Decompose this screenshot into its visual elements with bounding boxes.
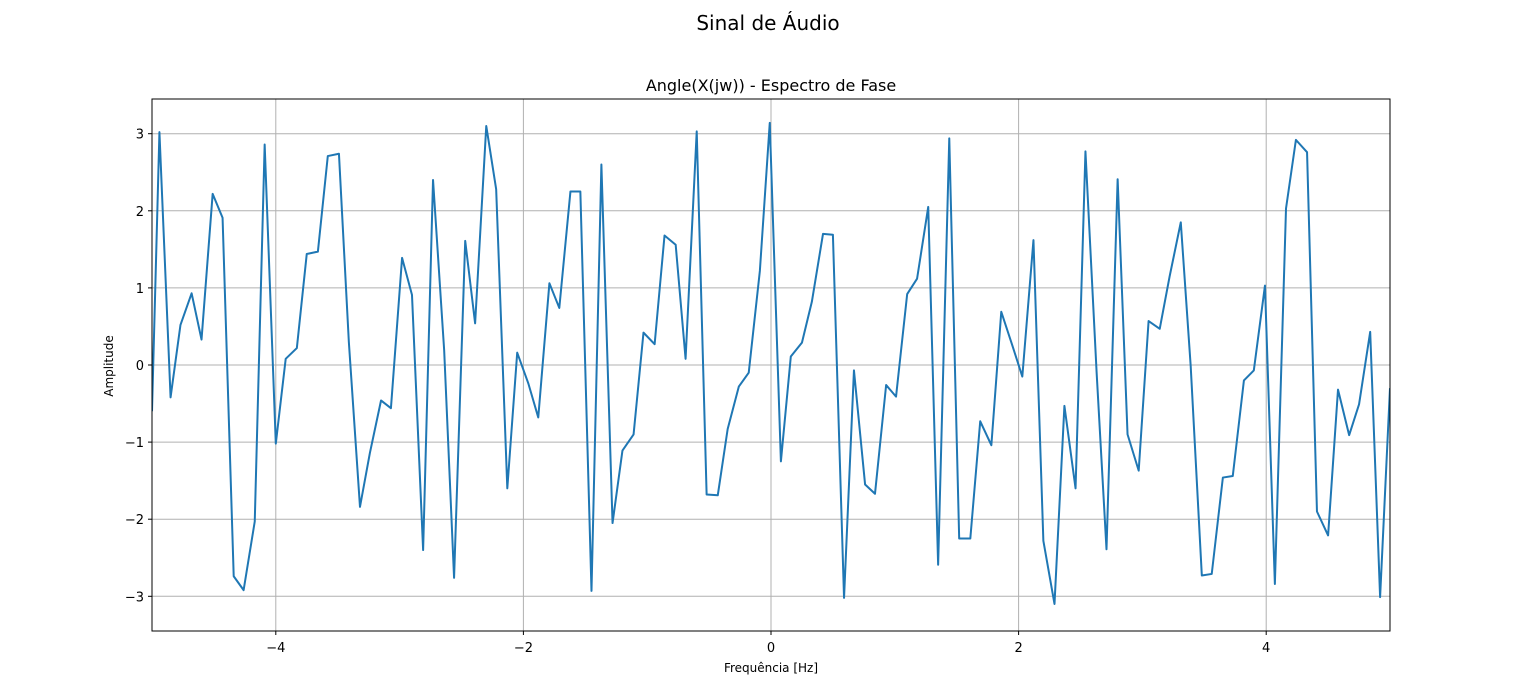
x-tick-label: 4 [1262,641,1270,656]
series-group [152,121,1390,606]
x-tick-label: −2 [514,641,533,656]
x-axis-label: Frequência [Hz] [724,661,818,675]
axis-ticks: −4 −2 0 2 4 −3 −2 −1 0 1 2 3 [125,128,1271,656]
y-tick-label: −2 [125,513,144,528]
y-tick-label: 1 [136,282,144,297]
y-tick-label: 3 [136,128,144,143]
grid [152,99,1390,631]
y-tick-label: −1 [125,436,144,451]
x-tick-label: −4 [266,641,285,656]
x-tick-label: 2 [1014,641,1022,656]
y-tick-label: 0 [136,359,144,374]
x-tick-label: 0 [767,641,775,656]
plot-frame [151,98,1391,632]
y-axis-label: Amplitude [102,335,116,397]
phase-series-line [152,121,1390,606]
chart-title: Angle(X(jw)) - Espectro de Fase [646,76,896,95]
y-tick-label: 2 [136,205,144,220]
figure-suptitle: Sinal de Áudio [696,11,839,35]
y-tick-label: −3 [125,590,144,605]
